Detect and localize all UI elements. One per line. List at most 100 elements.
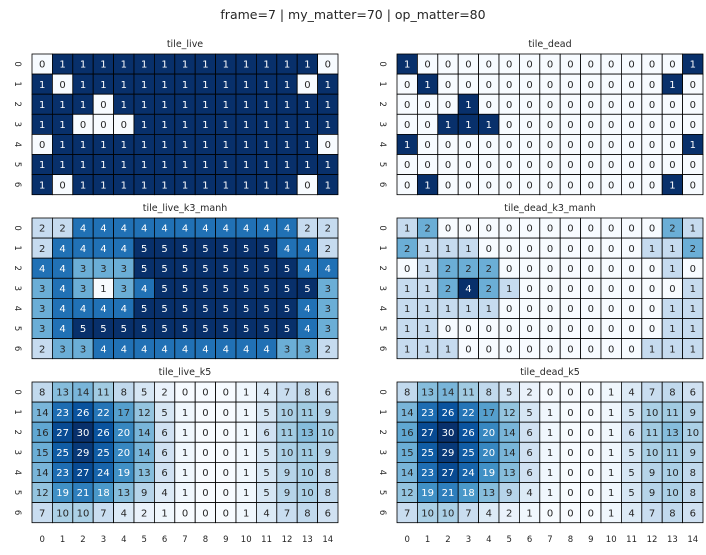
cell-value-label: 16 bbox=[401, 428, 414, 439]
cell-value-label: 0 bbox=[465, 60, 471, 71]
cell-value-label: 13 bbox=[482, 488, 495, 499]
cell-value-label: 14 bbox=[503, 428, 516, 439]
y-tick-label: 5 bbox=[12, 490, 22, 495]
cell-value-label: 1 bbox=[161, 120, 167, 131]
x-tick-label: 7 bbox=[182, 535, 187, 545]
cell-value-label: 1 bbox=[141, 180, 147, 191]
cell-value-label: 1 bbox=[141, 60, 147, 71]
cell-value-label: 1 bbox=[424, 344, 430, 355]
cell-value-label: 0 bbox=[628, 344, 634, 355]
cell-value-label: 18 bbox=[97, 488, 110, 499]
cell-value-label: 0 bbox=[690, 264, 696, 275]
cell-value-label: 5 bbox=[202, 324, 208, 335]
cell-value-label: 4 bbox=[121, 344, 127, 355]
cell-value-label: 10 bbox=[421, 508, 434, 519]
y-tick-label: 2 bbox=[377, 266, 387, 271]
cell-value-label: 0 bbox=[567, 224, 573, 235]
cell-value-label: 1 bbox=[263, 80, 269, 91]
cell-value-label: 6 bbox=[526, 428, 532, 439]
cell-value-label: 8 bbox=[404, 388, 410, 399]
cell-value-label: 14 bbox=[401, 408, 414, 419]
cell-value-label: 24 bbox=[97, 468, 110, 479]
cell-value-label: 0 bbox=[547, 60, 553, 71]
x-tick-label: 6 bbox=[162, 535, 167, 545]
cell-value-label: 1 bbox=[243, 448, 249, 459]
cell-value-label: 8 bbox=[486, 388, 492, 399]
y-tick-label: 4 bbox=[377, 142, 387, 147]
cell-value-label: 1 bbox=[223, 160, 229, 171]
y-tick-label: 5 bbox=[12, 326, 22, 331]
cell-value-label: 1 bbox=[404, 60, 410, 71]
cell-value-label: 2 bbox=[325, 224, 331, 235]
cell-value-label: 1 bbox=[80, 140, 86, 151]
cell-value-label: 1 bbox=[161, 508, 167, 519]
cell-value-label: 0 bbox=[404, 160, 410, 171]
cell-value-label: 2 bbox=[486, 284, 492, 295]
x-tick-label: 1 bbox=[425, 535, 430, 545]
cell-value-label: 5 bbox=[161, 284, 167, 295]
cell-value-label: 8 bbox=[304, 388, 310, 399]
cell-value-label: 5 bbox=[161, 264, 167, 275]
cell-value-label: 5 bbox=[263, 488, 269, 499]
y-tick-label: 6 bbox=[377, 510, 387, 515]
cell-value-label: 0 bbox=[567, 180, 573, 191]
cell-value-label: 2 bbox=[325, 244, 331, 255]
cell-value-label: 2 bbox=[526, 388, 532, 399]
cell-value-label: 1 bbox=[223, 180, 229, 191]
cell-value-label: 0 bbox=[588, 180, 594, 191]
cell-value-label: 0 bbox=[547, 120, 553, 131]
cell-value-label: 0 bbox=[608, 80, 614, 91]
cell-value-label: 4 bbox=[161, 224, 167, 235]
cell-value-label: 0 bbox=[506, 244, 512, 255]
cell-value-label: 0 bbox=[567, 304, 573, 315]
cell-value-label: 5 bbox=[141, 388, 147, 399]
cell-value-label: 0 bbox=[526, 120, 532, 131]
cell-value-label: 26 bbox=[442, 408, 455, 419]
cell-value-label: 1 bbox=[223, 120, 229, 131]
cell-value-label: 10 bbox=[281, 408, 294, 419]
cell-value-label: 1 bbox=[445, 304, 451, 315]
cell-value-label: 0 bbox=[628, 160, 634, 171]
cell-value-label: 0 bbox=[669, 140, 675, 151]
cell-value-label: 7 bbox=[39, 508, 45, 519]
cell-value-label: 0 bbox=[649, 284, 655, 295]
cell-value-label: 0 bbox=[506, 180, 512, 191]
cell-value-label: 1 bbox=[304, 140, 310, 151]
cell-value-label: 1 bbox=[141, 160, 147, 171]
cell-value-label: 1 bbox=[182, 180, 188, 191]
cell-value-label: 2 bbox=[445, 284, 451, 295]
cell-value-label: 8 bbox=[121, 388, 127, 399]
cell-value-label: 1 bbox=[690, 324, 696, 335]
cell-value-label: 10 bbox=[686, 428, 699, 439]
cell-value-label: 0 bbox=[325, 140, 331, 151]
cell-value-label: 0 bbox=[608, 264, 614, 275]
cell-value-label: 13 bbox=[421, 388, 434, 399]
cell-value-label: 10 bbox=[321, 428, 334, 439]
cell-value-label: 0 bbox=[588, 408, 594, 419]
y-tick-label: 4 bbox=[12, 142, 22, 147]
cell-value-label: 0 bbox=[588, 488, 594, 499]
cell-value-label: 4 bbox=[141, 344, 147, 355]
cell-value-label: 1 bbox=[80, 100, 86, 111]
cell-value-label: 1 bbox=[486, 120, 492, 131]
cell-value-label: 4 bbox=[100, 224, 106, 235]
cell-value-label: 4 bbox=[39, 264, 45, 275]
cell-value-label: 0 bbox=[547, 140, 553, 151]
cell-value-label: 7 bbox=[649, 388, 655, 399]
y-tick-label: 3 bbox=[12, 450, 22, 455]
cell-value-label: 0 bbox=[304, 180, 310, 191]
cell-value-label: 1 bbox=[465, 304, 471, 315]
cell-value-label: 0 bbox=[526, 160, 532, 171]
cell-value-label: 0 bbox=[100, 100, 106, 111]
cell-value-label: 0 bbox=[608, 180, 614, 191]
cell-value-label: 1 bbox=[404, 284, 410, 295]
cell-value-label: 0 bbox=[649, 264, 655, 275]
cell-value-label: 0 bbox=[669, 120, 675, 131]
cell-value-label: 0 bbox=[588, 264, 594, 275]
cell-value-label: 1 bbox=[39, 180, 45, 191]
x-tick-label: 11 bbox=[261, 535, 272, 545]
cell-value-label: 9 bbox=[690, 408, 696, 419]
cell-value-label: 0 bbox=[424, 100, 430, 111]
cell-value-label: 11 bbox=[666, 408, 679, 419]
cell-value-label: 2 bbox=[690, 244, 696, 255]
